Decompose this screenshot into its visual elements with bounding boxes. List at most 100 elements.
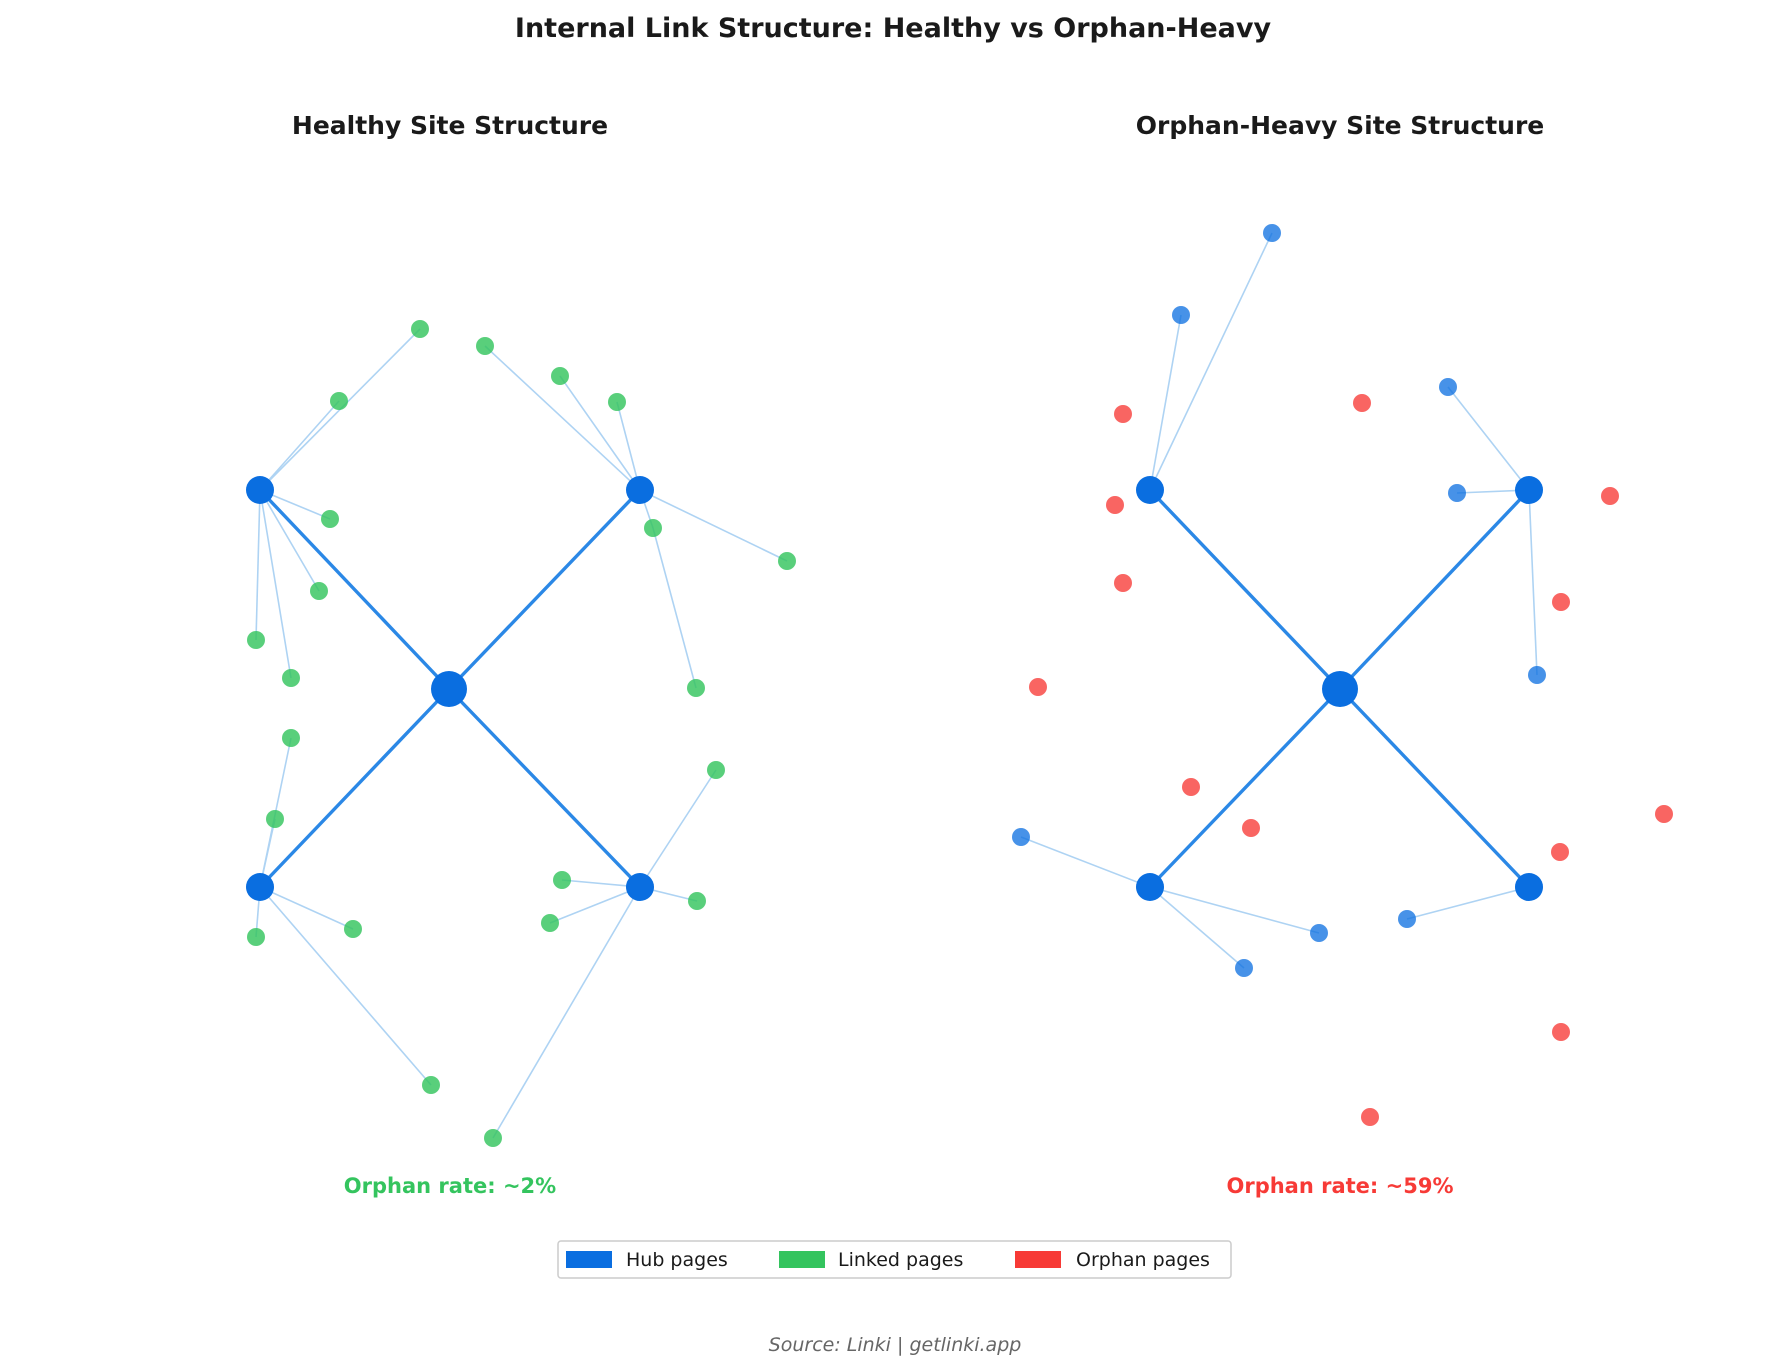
hub-link xyxy=(1338,488,1531,691)
healthy-hub-pages xyxy=(246,476,654,901)
page-link xyxy=(1447,386,1530,491)
orphan-page-node xyxy=(1242,819,1260,837)
page-link xyxy=(1528,489,1538,676)
linked-page-node xyxy=(484,1129,502,1147)
linked-page-node xyxy=(310,582,328,600)
linked-page-node xyxy=(1012,828,1030,846)
hub-link xyxy=(447,488,642,691)
orphan-page-node xyxy=(1655,805,1673,823)
legend-label-hub: Hub pages xyxy=(626,1249,728,1271)
linked-page-node xyxy=(1235,959,1253,977)
panel-title-healthy: Healthy Site Structure xyxy=(292,111,608,140)
linked-page-node xyxy=(778,552,796,570)
linked-page-node xyxy=(1310,924,1328,942)
central-hub-node xyxy=(1322,671,1358,707)
orphan-page-node xyxy=(1029,678,1047,696)
hub-page-node xyxy=(246,476,274,504)
hub-link xyxy=(1148,687,1342,889)
linked-page-node xyxy=(1439,378,1457,396)
legend-swatch-linked xyxy=(779,1251,825,1268)
page-link xyxy=(1406,886,1530,920)
legend-label-linked: Linked pages xyxy=(838,1249,963,1271)
linked-page-node xyxy=(422,1076,440,1094)
healthy-graph xyxy=(246,320,796,1147)
hub-page-node xyxy=(1515,873,1543,901)
page-link xyxy=(616,401,641,491)
panel-title-orphan-heavy: Orphan-Heavy Site Structure xyxy=(1136,111,1544,140)
orphan-page-node xyxy=(1114,574,1132,592)
orphan-page-node xyxy=(1114,405,1132,423)
orphan-page-node xyxy=(1182,778,1200,796)
orphan-heavy-hub-pages xyxy=(1136,476,1543,901)
orphan-page-node xyxy=(1601,487,1619,505)
linked-page-node xyxy=(1448,484,1466,502)
linked-page-node xyxy=(266,810,284,828)
orphan-heavy-orphan-rate: Orphan rate: ~59% xyxy=(1226,1174,1453,1198)
linked-page-node xyxy=(282,669,300,687)
page-link xyxy=(259,886,354,930)
page-link xyxy=(259,886,432,1086)
linked-page-node xyxy=(344,920,362,938)
orphan-page-node xyxy=(1552,593,1570,611)
linked-page-node xyxy=(411,320,429,338)
linked-page-node xyxy=(282,729,300,747)
orphan-page-node xyxy=(1353,394,1371,412)
page-link xyxy=(259,400,340,491)
linked-page-node xyxy=(541,914,559,932)
hub-page-node xyxy=(1515,476,1543,504)
linked-page-node xyxy=(687,679,705,697)
linked-page-node xyxy=(476,337,494,355)
hub-link xyxy=(1148,488,1342,691)
orphan-heavy-graph xyxy=(1012,224,1673,1126)
healthy-linked-pages xyxy=(247,320,796,1147)
central-hub-node xyxy=(431,671,467,707)
orphan-heavy-linked-pages xyxy=(1012,224,1546,977)
orphan-page-node xyxy=(1551,843,1569,861)
healthy-hub-links xyxy=(258,488,642,889)
page-title: Internal Link Structure: Healthy vs Orph… xyxy=(515,13,1272,44)
legend: Hub pages Linked pages Orphan pages xyxy=(557,1240,1232,1279)
legend-box xyxy=(557,1240,1232,1279)
page-link xyxy=(255,489,261,641)
healthy-page-links xyxy=(255,328,788,1139)
linked-page-node xyxy=(247,631,265,649)
orphan-heavy-hub-links xyxy=(1148,488,1531,889)
page-link xyxy=(1149,314,1182,491)
linked-page-node xyxy=(608,393,626,411)
legend-swatch-hub xyxy=(566,1251,612,1268)
hub-page-node xyxy=(246,873,274,901)
page-link xyxy=(639,489,788,562)
linked-page-node xyxy=(247,928,265,946)
hub-page-node xyxy=(1136,476,1164,504)
hub-link xyxy=(447,687,642,889)
linked-page-node xyxy=(1172,306,1190,324)
page-link xyxy=(492,886,641,1139)
linked-page-node xyxy=(330,392,348,410)
orphan-heavy-page-links xyxy=(1020,232,1538,969)
page-link xyxy=(652,527,697,689)
hub-page-node xyxy=(626,476,654,504)
linked-page-node xyxy=(551,367,569,385)
source-note: Source: Linki | getlinki.app xyxy=(769,1334,1022,1356)
legend-label-orphan: Orphan pages xyxy=(1076,1249,1210,1271)
page-link xyxy=(559,375,641,491)
hub-page-node xyxy=(626,873,654,901)
hub-link xyxy=(1338,687,1531,889)
linked-page-node xyxy=(644,519,662,537)
orphan-page-node xyxy=(1552,1023,1570,1041)
linked-page-node xyxy=(1398,910,1416,928)
linked-page-node xyxy=(707,761,725,779)
orphan-page-node xyxy=(1361,1108,1379,1126)
healthy-orphan-rate: Orphan rate: ~2% xyxy=(344,1174,556,1198)
page-link xyxy=(259,489,320,592)
page-link xyxy=(484,345,641,491)
orphan-page-node xyxy=(1106,496,1124,514)
page-link xyxy=(1149,886,1245,969)
legend-swatch-orphan xyxy=(1015,1251,1061,1268)
linked-page-node xyxy=(553,871,571,889)
page-link xyxy=(1149,886,1320,934)
page-link xyxy=(1149,232,1273,491)
page-link xyxy=(1020,836,1151,888)
linked-page-node xyxy=(321,510,339,528)
